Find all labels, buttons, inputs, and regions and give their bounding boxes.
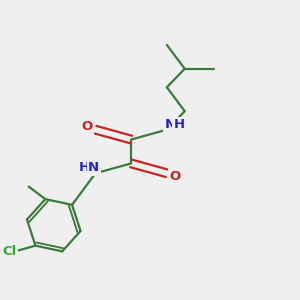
Text: O: O: [82, 120, 93, 133]
Text: H: H: [174, 118, 185, 131]
Text: O: O: [169, 170, 181, 183]
Text: H: H: [79, 161, 90, 174]
Text: N: N: [88, 161, 99, 174]
Text: N: N: [164, 118, 175, 131]
Text: Cl: Cl: [2, 244, 17, 257]
